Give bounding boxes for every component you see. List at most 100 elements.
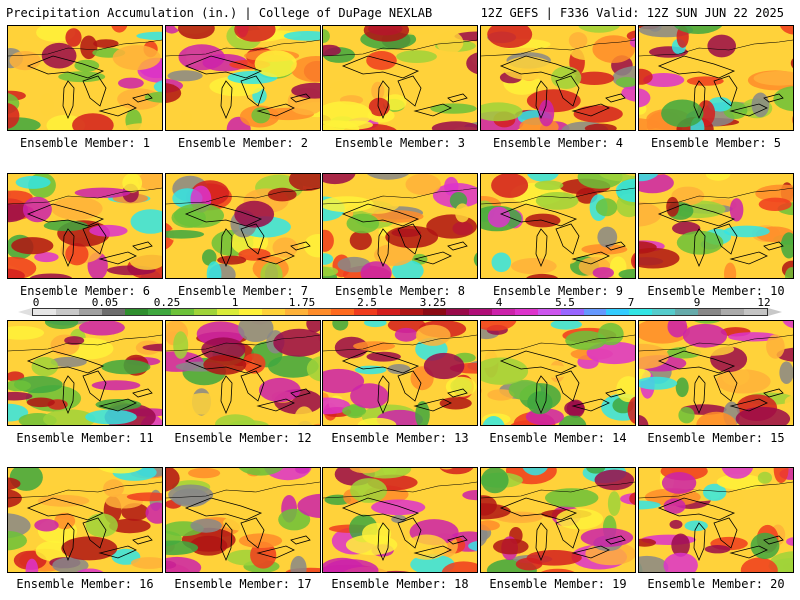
ensemble-map-11[interactable] xyxy=(7,320,163,426)
great-lakes-outline xyxy=(413,398,452,412)
precip-contour xyxy=(260,262,283,278)
great-lakes-outline xyxy=(256,398,295,412)
precip-contour xyxy=(535,192,579,210)
precip-contour xyxy=(294,406,315,425)
precip-contour xyxy=(206,261,222,278)
ensemble-map-8[interactable] xyxy=(322,173,478,279)
ensemble-map-16[interactable] xyxy=(7,467,163,573)
ensemble-map-2[interactable] xyxy=(165,25,321,131)
ensemble-caption: Ensemble Member: 1 xyxy=(19,136,151,150)
great-lakes-outline xyxy=(220,228,233,268)
precip-contour xyxy=(167,70,203,82)
ensemble-caption: Ensemble Member: 12 xyxy=(174,431,312,445)
great-lakes-outline xyxy=(184,350,263,374)
ensemble-map-12[interactable] xyxy=(165,320,321,426)
great-lakes-outline xyxy=(571,398,610,412)
colorbar-swatch xyxy=(308,309,332,315)
precipitation-map xyxy=(166,321,320,425)
precipitation-map xyxy=(639,174,793,278)
precip-contour xyxy=(364,321,387,328)
precipitation-map xyxy=(323,321,477,425)
precip-contour xyxy=(382,570,410,572)
precip-contour xyxy=(234,26,276,42)
colorbar-swatch xyxy=(721,309,745,315)
precip-contour xyxy=(487,206,511,228)
ensemble-caption: Ensemble Member: 4 xyxy=(492,136,624,150)
great-lakes-outline xyxy=(397,223,422,255)
colorbar-label: 4 xyxy=(495,296,503,309)
precip-contour xyxy=(323,29,330,44)
great-lakes-outline xyxy=(290,535,311,545)
precip-contour xyxy=(78,321,125,336)
ensemble-map-14[interactable] xyxy=(480,320,636,426)
ensemble-map-6[interactable] xyxy=(7,173,163,279)
precip-contour xyxy=(716,474,764,490)
precip-contour xyxy=(65,28,82,47)
precip-contour xyxy=(371,81,385,100)
precip-contour xyxy=(792,115,793,124)
precipitation-map xyxy=(166,26,320,130)
precipitation-map xyxy=(639,321,793,425)
ensemble-map-20[interactable] xyxy=(638,467,794,573)
precip-contour xyxy=(565,330,607,350)
precip-contour xyxy=(121,123,162,130)
great-lakes-outline xyxy=(657,55,736,79)
great-lakes-outline xyxy=(184,55,263,79)
precip-contour xyxy=(89,224,128,237)
page-header: Precipitation Accumulation (in.) | Colle… xyxy=(0,0,800,24)
precip-contour xyxy=(188,468,221,479)
precip-contour xyxy=(323,101,372,128)
precip-contour xyxy=(724,262,737,278)
ensemble-map-4[interactable] xyxy=(480,25,636,131)
precip-contour xyxy=(166,230,205,239)
great-lakes-outline xyxy=(413,251,452,265)
precip-contour xyxy=(481,357,529,385)
precip-contour xyxy=(238,321,274,342)
precipitation-map xyxy=(323,26,477,130)
ensemble-map-19[interactable] xyxy=(480,467,636,573)
ensemble-map-10[interactable] xyxy=(638,173,794,279)
great-lakes-outline xyxy=(413,103,452,117)
ensemble-map-15[interactable] xyxy=(638,320,794,426)
precip-contour xyxy=(64,336,85,345)
ensemble-map-3[interactable] xyxy=(322,25,478,131)
precip-contour xyxy=(423,352,465,380)
ensemble-map-18[interactable] xyxy=(322,467,478,573)
precip-contour xyxy=(22,196,52,223)
colorbar-label: 1 xyxy=(231,296,239,309)
ensemble-caption: Ensemble Member: 6 xyxy=(19,284,151,298)
ensemble-map-9[interactable] xyxy=(480,173,636,279)
precip-contour xyxy=(268,355,319,378)
precip-contour xyxy=(661,472,697,494)
precip-contour xyxy=(773,86,793,112)
precip-contour xyxy=(349,230,372,251)
ensemble-map-13[interactable] xyxy=(322,320,478,426)
precip-contour xyxy=(502,56,554,80)
great-lakes-outline xyxy=(657,497,736,521)
precip-contour xyxy=(306,321,320,333)
great-lakes-outline xyxy=(713,75,738,107)
precip-contour xyxy=(439,397,472,410)
precip-contour xyxy=(267,187,297,202)
precip-contour xyxy=(136,31,162,40)
ensemble-map-17[interactable] xyxy=(165,467,321,573)
precip-contour xyxy=(678,407,695,424)
great-lakes-outline xyxy=(62,228,75,268)
great-lakes-outline xyxy=(341,203,420,227)
precip-contour xyxy=(303,234,320,258)
border-outline xyxy=(639,334,793,352)
ensemble-map-5[interactable] xyxy=(638,25,794,131)
precip-contour xyxy=(666,196,679,217)
great-lakes-outline xyxy=(535,522,548,562)
precip-contour xyxy=(145,502,162,524)
precip-contour xyxy=(15,175,51,189)
precip-contour xyxy=(735,406,791,425)
great-lakes-outline xyxy=(290,93,311,103)
precip-contour xyxy=(394,327,418,342)
precipitation-map xyxy=(8,26,162,130)
colorbar-swatch xyxy=(675,309,699,315)
precip-contour xyxy=(481,321,517,331)
colorbar-label: 7 xyxy=(627,296,635,309)
ensemble-map-7[interactable] xyxy=(165,173,321,279)
ensemble-map-1[interactable] xyxy=(7,25,163,131)
